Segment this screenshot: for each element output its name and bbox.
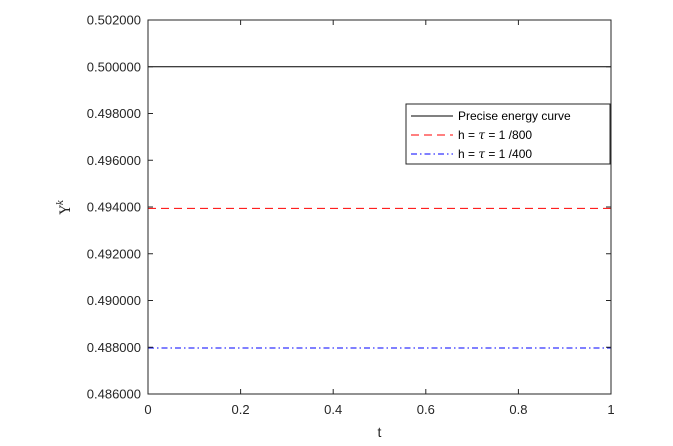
y-tick-label: 0.498000: [87, 106, 141, 121]
x-tick-label: 0.6: [417, 402, 435, 417]
y-axis: 0.486000 0.488000 0.490000 0.492000 0.494000…: [87, 13, 611, 402]
x-axis: 0 0.2 0.4 0.6 0.8 1: [144, 20, 615, 417]
x-tick-label: 1: [607, 402, 614, 417]
y-tick-label: 0.496000: [87, 153, 141, 168]
legend-label-0: Precise energy curve: [458, 109, 571, 123]
legend: Precise energy curve h = τ = 1 /800 h = τ …: [405, 103, 611, 165]
y-tick-label: 0.494000: [87, 200, 141, 215]
plot-area: [148, 20, 611, 394]
svg-text:Υk: Υk: [56, 200, 74, 216]
y-tick-label: 0.486000: [87, 387, 141, 402]
series-layer: [148, 66, 611, 349]
y-tick-label: 0.490000: [87, 293, 141, 308]
y-tick-label: 0.500000: [87, 59, 141, 74]
legend-label-2: h = τ = 1 /400: [458, 147, 532, 161]
x-tick-label: 0.8: [509, 402, 527, 417]
y-tick-label: 0.492000: [87, 246, 141, 261]
legend-label-1: h = τ = 1 /800: [458, 128, 532, 142]
x-tick-label: 0: [144, 402, 151, 417]
x-tick-label: 0.2: [232, 402, 250, 417]
y-tick-label: 0.502000: [87, 13, 141, 28]
y-axis-label: Υk: [56, 200, 74, 216]
x-axis-label: t: [378, 424, 382, 440]
y-axis-label-superscript: k: [56, 200, 66, 205]
y-axis-label-main: Υ: [58, 204, 74, 215]
x-tick-label: 0.4: [324, 402, 342, 417]
y-tick-label: 0.488000: [87, 340, 141, 355]
legend-entries: Precise energy curve h = τ = 1 /800 h = τ …: [411, 109, 571, 161]
